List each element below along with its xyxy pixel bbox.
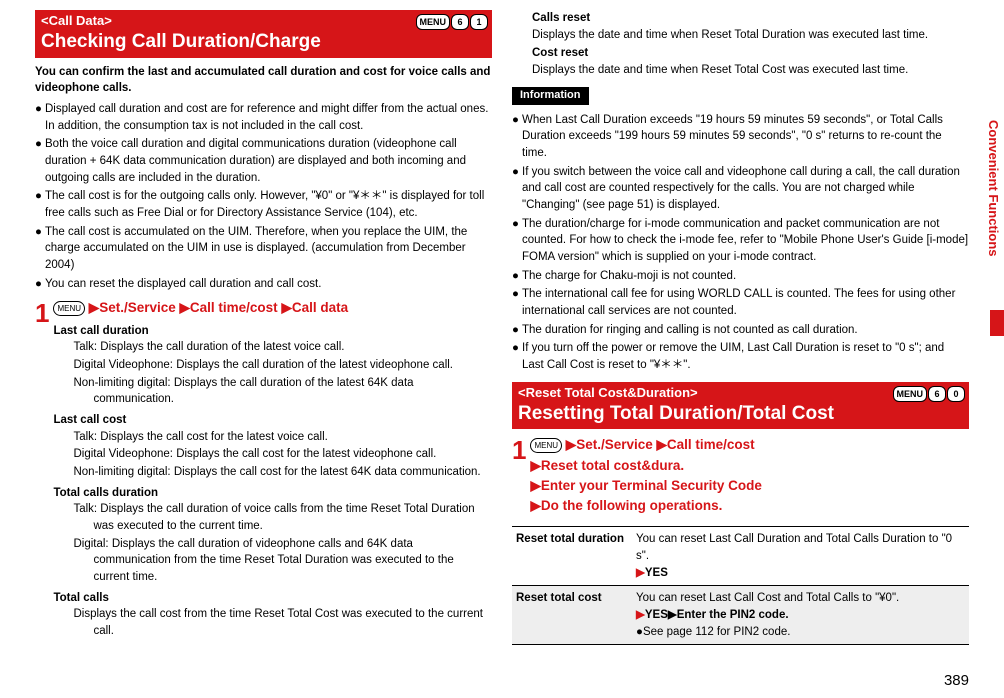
def-last-call-duration: Last call duration Talk: Displays the ca… [53,323,492,408]
bullet-item: ●The call cost is accumulated on the UIM… [35,224,492,274]
menu-icon: MENU [53,301,85,316]
right-column: Calls reset Displays the date and time w… [512,10,969,645]
key-1: 1 [470,14,488,30]
step-line-4: ▶Do the following operations. [530,496,969,516]
bullet-item: ●When Last Call Duration exceeds "19 hou… [512,112,969,162]
cell-label: Reset total duration [512,527,632,586]
table-row: Reset total cost You can reset Last Call… [512,586,969,645]
side-tab: Convenient Functions [983,120,1002,257]
cell-desc: You can reset Last Call Cost and Total C… [632,586,969,645]
step-number: 1 [35,300,49,326]
top-defs: Calls reset Displays the date and time w… [512,10,969,79]
bullet-item: ●The international call fee for using WO… [512,286,969,319]
key-0: 0 [947,386,965,402]
left-column: <Call Data> Checking Call Duration/Charg… [35,10,492,645]
cell-desc: You can reset Last Call Duration and Tot… [632,527,969,586]
key-menu: MENU [416,14,451,30]
step-1: 1 MENU ▶Set./Service ▶Call time/cost ▶Ca… [35,298,492,640]
bullet-item: ●The duration/charge for i-mode communic… [512,216,969,266]
header-title: Checking Call Duration/Charge [41,31,486,54]
step-1-reset: 1 MENU ▶Set./Service ▶Call time/cost ▶Re… [512,435,969,516]
menu-icon: MENU [530,438,562,453]
table-row: Reset total duration You can reset Last … [512,527,969,586]
reset-header: <Reset Total Cost&Duration> Resetting To… [512,382,969,430]
side-tab-mark [990,310,1004,336]
def-total-calls-duration: Total calls duration Talk: Displays the … [53,485,492,586]
def-last-call-cost: Last call cost Talk: Displays the call c… [53,412,492,481]
step-line-3: ▶Enter your Terminal Security Code [530,476,969,496]
bullet-item: ●Displayed call duration and cost are fo… [35,101,492,134]
bullet-list: ●Displayed call duration and cost are fo… [35,101,492,292]
key-6: 6 [928,386,946,402]
information-label: Information [512,87,589,105]
step-line-2: ▶Reset total cost&dura. [530,456,969,476]
cell-label: Reset total cost [512,586,632,645]
page-number: 389 [944,670,969,692]
bullet-item: ●The charge for Chaku-moji is not counte… [512,268,969,285]
info-bullets: ●When Last Call Duration exceeds "19 hou… [512,112,969,374]
def-total-calls: Total calls Displays the call cost from … [53,590,492,640]
key-6: 6 [451,14,469,30]
reset-table: Reset total duration You can reset Last … [512,526,969,645]
step-line-1: MENU ▶Set./Service ▶Call time/cost [530,435,969,455]
shortcut-keys: MENU 6 1 [416,14,489,30]
step-path: MENU ▶Set./Service ▶Call time/cost ▶Call… [53,298,492,318]
bullet-item: ●If you turn off the power or remove the… [512,340,969,373]
call-data-header: <Call Data> Checking Call Duration/Charg… [35,10,492,58]
bullet-item: ●The call cost is for the outgoing calls… [35,188,492,221]
intro-text: You can confirm the last and accumulated… [35,64,492,97]
bullet-item: ●If you switch between the voice call an… [512,164,969,214]
key-menu: MENU [893,386,928,402]
header-title: Resetting Total Duration/Total Cost [518,403,963,426]
step-number: 1 [512,437,526,463]
bullet-item: ●Both the voice call duration and digita… [35,136,492,186]
bullet-item: ●The duration for ringing and calling is… [512,322,969,339]
bullet-item: ●You can reset the displayed call durati… [35,276,492,293]
shortcut-keys: MENU 6 0 [893,386,966,402]
